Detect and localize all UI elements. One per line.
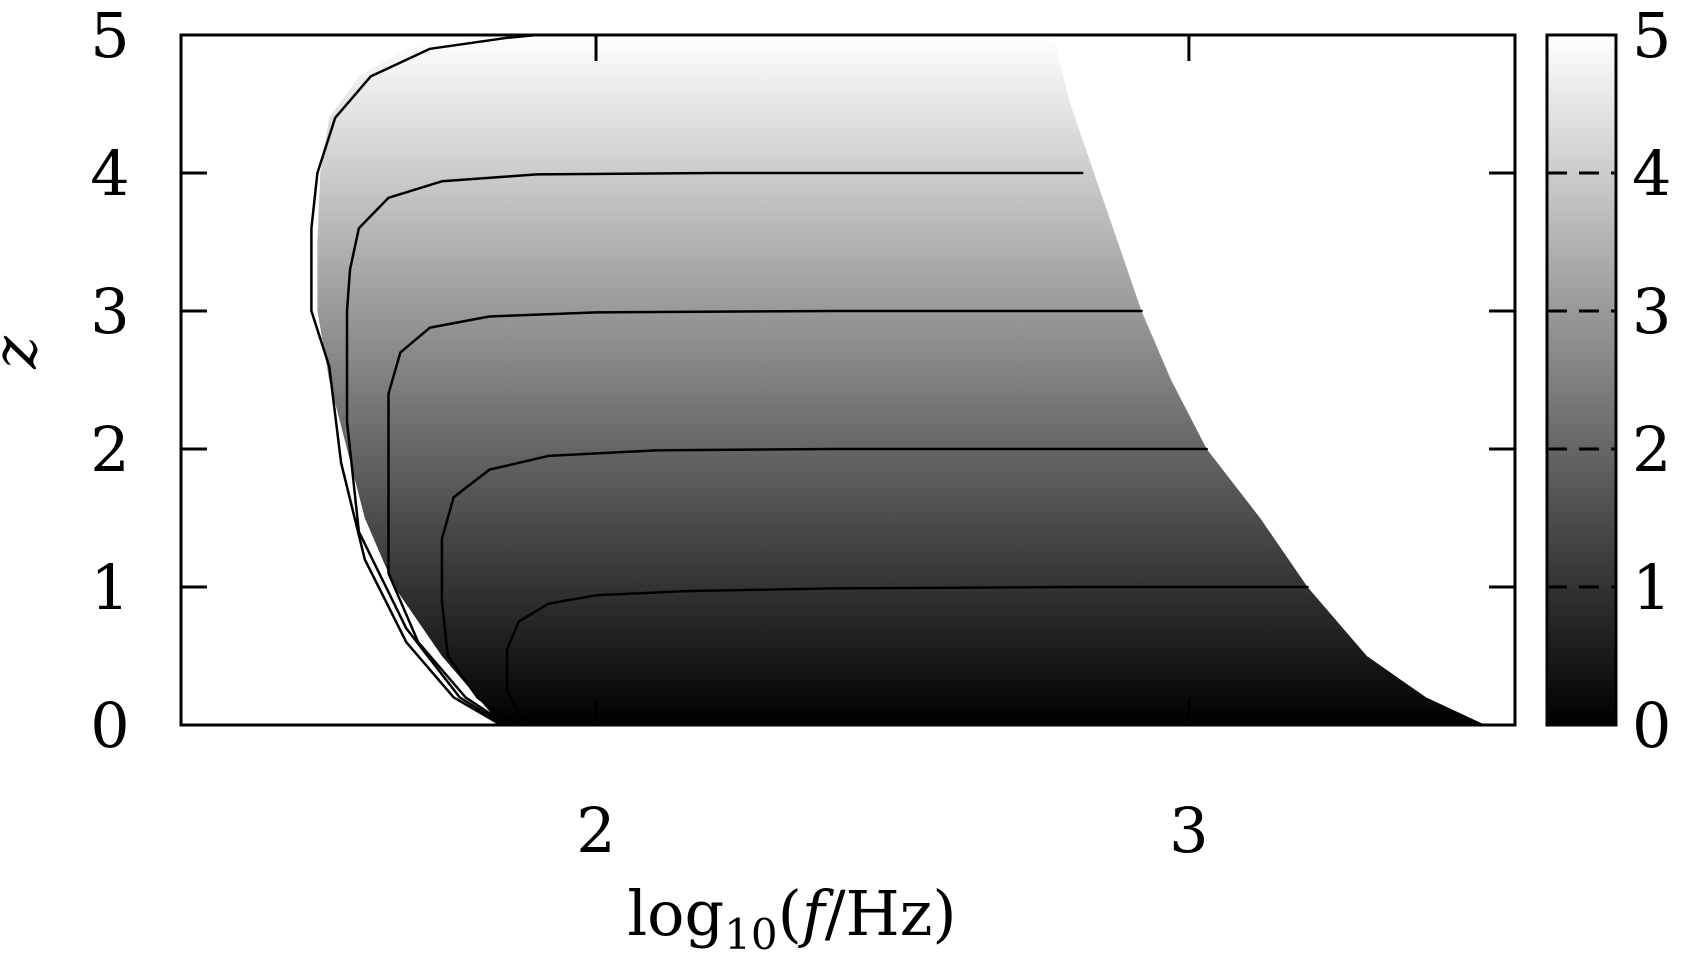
y-axis-label: z <box>0 336 51 370</box>
contour-line-3 <box>387 309 1143 725</box>
contour-line-1 <box>505 585 1309 725</box>
colorbar-tick-label-1: 1 <box>1632 551 1671 624</box>
y-tick-label-4: 4 <box>90 137 129 210</box>
colorbar-tick-label-0: 0 <box>1632 689 1671 762</box>
colorbar-frame <box>1545 33 1618 727</box>
colorbar: 0 1 2 3 4 5 <box>1545 0 1671 762</box>
x-tick-label-2: 2 <box>576 794 615 867</box>
y-tick-label-0: 0 <box>90 689 129 762</box>
colorbar-tick-label-5: 5 <box>1632 0 1671 72</box>
y-tick-label-3: 3 <box>90 275 129 348</box>
contour-lines <box>310 35 1309 725</box>
contour-line-4 <box>345 171 1084 725</box>
colorbar-tick-label-3: 3 <box>1632 275 1671 348</box>
colorbar-tick-labels: 0 1 2 3 4 5 <box>1632 0 1671 762</box>
colorbar-tick-label-2: 2 <box>1632 413 1671 486</box>
y-tick-label-1: 1 <box>90 551 129 624</box>
x-axis-label: log10(f/Hz) <box>627 877 956 956</box>
contour-line-2 <box>440 447 1208 725</box>
colorbar-gradient <box>1547 35 1616 725</box>
y-tick-label-2: 2 <box>90 413 129 486</box>
plot-frame <box>179 33 1517 727</box>
x-tick-label-3: 3 <box>1169 794 1208 867</box>
contour-line-5 <box>310 35 538 725</box>
y-tick-label-5: 5 <box>90 0 129 72</box>
plot-area <box>179 33 1517 727</box>
y-tick-labels: 0 1 2 3 4 5 <box>90 0 129 762</box>
colorbar-tick-label-4: 4 <box>1632 137 1671 210</box>
data-region <box>317 35 1486 725</box>
colorbar-ticks <box>1547 171 1616 589</box>
